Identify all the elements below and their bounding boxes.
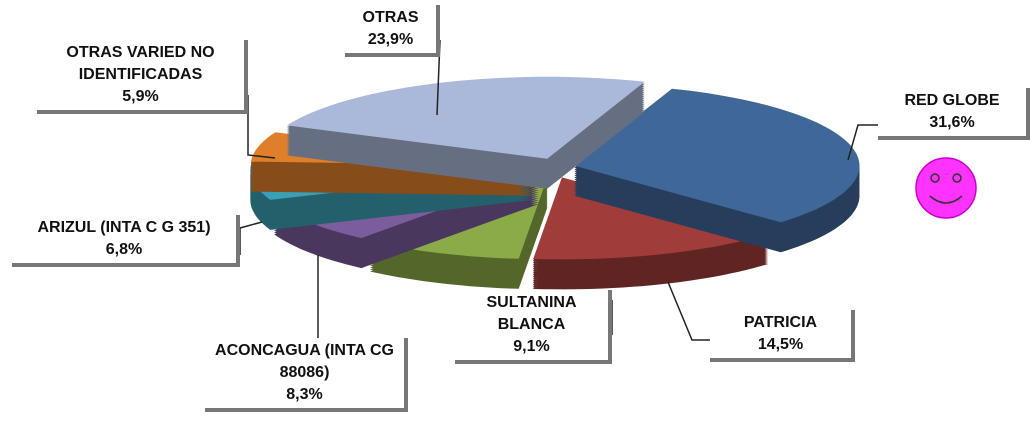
pie-slice xyxy=(574,88,860,253)
slice-name: PATRICIA xyxy=(743,314,818,331)
slice-label: ACONCAGUA (INTA CG 88086) 8,3% xyxy=(205,338,408,412)
slice-top xyxy=(574,88,860,223)
slice-label: RED GLOBE 31,6% xyxy=(878,88,1030,140)
smiley-eye xyxy=(952,173,962,183)
smiley-eye xyxy=(930,173,940,183)
slice-label: OTRAS 23,9% xyxy=(345,5,440,57)
slice-value: 8,3% xyxy=(286,386,323,403)
slice-name: ACONCAGUA (INTA CG 88086) xyxy=(215,342,394,381)
slice-name: SULTANINA BLANCA xyxy=(486,294,577,333)
slice-value: 14,5% xyxy=(757,336,804,353)
slice-top xyxy=(286,76,645,159)
smiley xyxy=(915,157,977,219)
slice-name: ARIZUL (INTA C G 351) xyxy=(37,219,211,236)
pie-slice xyxy=(286,76,645,189)
leader-line xyxy=(239,221,263,255)
leader-line xyxy=(247,95,276,159)
slice-name: RED GLOBE xyxy=(904,92,1000,109)
leader-line xyxy=(847,124,878,161)
slice-value: 31,6% xyxy=(929,114,975,131)
slice-label: PATRICIA 14,5% xyxy=(710,310,855,362)
slice-label: SULTANINA BLANCA 9,1% xyxy=(455,290,612,364)
slice-name: OTRAS xyxy=(362,9,419,26)
slice-label: OTRAS VARIED NO IDENTIFICADAS 5,9% xyxy=(37,40,248,114)
slice-value: 23,9% xyxy=(367,31,414,48)
slice-name: OTRAS VARIED NO IDENTIFICADAS xyxy=(66,44,215,83)
slice-value: 5,9% xyxy=(122,88,159,105)
smiley-mouth xyxy=(929,195,963,204)
leader-line xyxy=(667,281,710,341)
slice-value: 6,8% xyxy=(105,241,143,258)
smiley-face xyxy=(915,157,977,219)
slice-value: 9,1% xyxy=(513,338,550,355)
slice-label: ARIZUL (INTA C G 351) 6,8% xyxy=(12,215,240,267)
